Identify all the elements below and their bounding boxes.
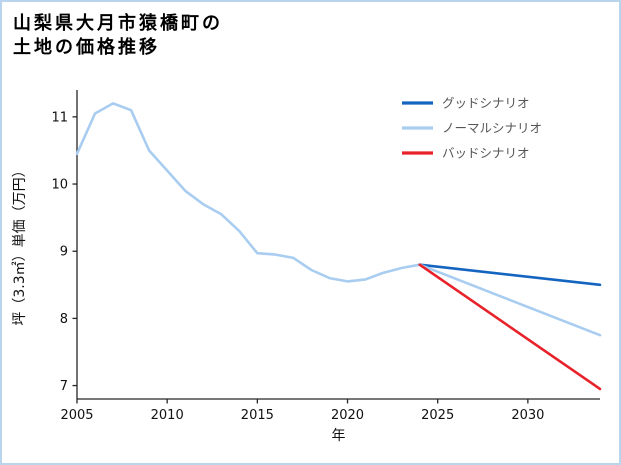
x-tick-label: 2020 xyxy=(331,408,364,423)
x-tick-label: 2010 xyxy=(151,408,184,423)
legend-label-good: グッドシナリオ xyxy=(442,96,530,111)
y-tick-label: 9 xyxy=(60,245,68,260)
y-tick-label: 11 xyxy=(51,110,68,125)
x-tick-label: 2015 xyxy=(241,408,274,423)
x-tick-label: 2030 xyxy=(511,408,544,423)
series-line-good xyxy=(418,263,602,287)
x-tick-label: 2005 xyxy=(60,408,93,423)
y-tick-label: 10 xyxy=(51,178,68,193)
y-tick-label: 7 xyxy=(60,379,68,394)
series-line-bad xyxy=(418,263,602,391)
legend-label-bad: バッドシナリオ xyxy=(442,146,530,161)
y-tick-label: 8 xyxy=(60,312,68,327)
x-axis-label: 年 xyxy=(332,428,346,444)
series-line-normal xyxy=(418,263,602,337)
chart-title: 山梨県大月市猿橋町の 土地の価格推移 xyxy=(13,12,223,61)
chart-title-line2: 土地の価格推移 xyxy=(13,37,160,59)
x-tick-label: 2025 xyxy=(421,408,454,423)
series-line-history xyxy=(75,102,422,283)
y-axis-label: 坪（3.3㎡）単価（万円） xyxy=(12,163,28,325)
chart-title-line1: 山梨県大月市猿橋町の xyxy=(13,13,223,34)
legend-label-normal: ノーマルシナリオ xyxy=(442,121,542,136)
